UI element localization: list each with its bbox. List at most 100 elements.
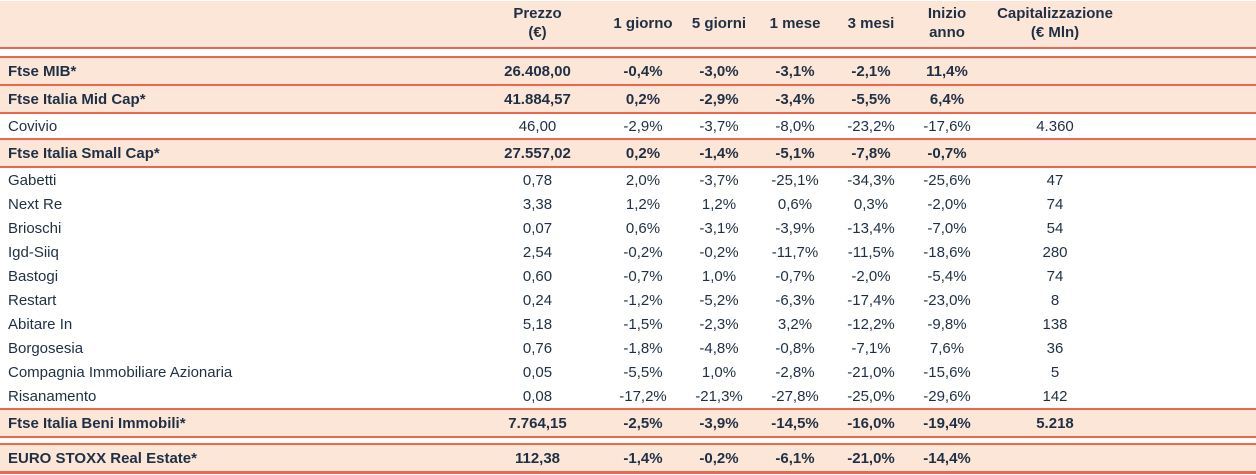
pct-1-mese-cell: -2,8% [757, 360, 833, 384]
capitalizzazione-cell: 36 [985, 336, 1125, 360]
filler-cell [1125, 408, 1256, 438]
pct-3-mesi-cell: -21,0% [833, 360, 909, 384]
header-instrument [0, 1, 470, 49]
pct-1-mese-cell: -14,5% [757, 408, 833, 438]
filler-cell [1125, 56, 1256, 86]
pct-1-giorno-cell: 0,6% [605, 216, 681, 240]
capitalizzazione-cell: 4.360 [985, 113, 1125, 139]
pct-inizio-anno-cell: -23,0% [909, 288, 985, 312]
pct-1-giorno-cell: -17,2% [605, 384, 681, 409]
prezzo-cell: 27.557,02 [470, 138, 605, 168]
instrument-name: Brioschi [0, 216, 470, 240]
instrument-name: Abitare In [0, 312, 470, 336]
pct-3-mesi-cell: -12,2% [833, 312, 909, 336]
prezzo-cell: 26.408,00 [470, 56, 605, 86]
pct-1-mese-cell: -3,1% [757, 56, 833, 86]
pct-3-mesi-cell: -23,2% [833, 113, 909, 139]
pct-inizio-anno-cell: -18,6% [909, 240, 985, 264]
pct-1-giorno-cell: 2,0% [605, 167, 681, 192]
filler-cell [1125, 113, 1256, 139]
pct-1-mese-cell: -3,4% [757, 84, 833, 114]
header-capitalizzazione: Capitalizzazione (€ Mln) [985, 1, 1125, 49]
pct-inizio-anno-cell: 6,4% [909, 84, 985, 114]
prezzo-cell: 41.884,57 [470, 84, 605, 114]
filler-cell [1125, 240, 1256, 264]
filler-cell [1125, 443, 1256, 474]
prezzo-cell: 46,00 [470, 113, 605, 139]
pct-1-mese-cell: -27,8% [757, 384, 833, 409]
pct-inizio-anno-cell: -0,7% [909, 138, 985, 168]
prezzo-cell: 0,78 [470, 167, 605, 192]
prezzo-cell: 0,07 [470, 216, 605, 240]
capitalizzazione-cell [985, 443, 1125, 474]
pct-inizio-anno-cell: 7,6% [909, 336, 985, 360]
capitalizzazione-cell: 5.218 [985, 408, 1125, 438]
pct-5-giorni-cell: 1,0% [681, 264, 757, 288]
header-3-mesi: 3 mesi [833, 1, 909, 49]
pct-1-giorno-cell: 0,2% [605, 138, 681, 168]
pct-3-mesi-cell: -7,1% [833, 336, 909, 360]
pct-inizio-anno-cell: -25,6% [909, 167, 985, 192]
market-table-body: Ftse MIB* 26.408,00 -0,4% -3,0% -3,1% -2,1% 11… [0, 56, 1256, 474]
filler-cell [1125, 384, 1256, 409]
instrument-name: Borgosesia [0, 336, 470, 360]
divider-gap-cell [0, 437, 1256, 444]
pct-inizio-anno-cell: -7,0% [909, 216, 985, 240]
pct-5-giorni-cell: 1,0% [681, 360, 757, 384]
table-row: Covivio 46,00 -2,9% -3,7% -8,0% -23,2% -17,6% 4… [0, 113, 1256, 139]
instrument-name: Covivio [0, 113, 470, 139]
pct-inizio-anno-cell: -9,8% [909, 312, 985, 336]
pct-inizio-anno-cell: -2,0% [909, 192, 985, 216]
instrument-name: EURO STOXX Real Estate* [0, 443, 470, 474]
filler-cell [1125, 264, 1256, 288]
table-row: EURO STOXX Real Estate* 112,38 -1,4% -0,2% -… [0, 443, 1256, 474]
pct-5-giorni-cell: -21,3% [681, 384, 757, 409]
pct-5-giorni-cell: -0,2% [681, 240, 757, 264]
header-5-giorni: 5 giorni [681, 1, 757, 49]
prezzo-cell: 0,05 [470, 360, 605, 384]
filler-cell [1125, 84, 1256, 114]
pct-1-mese-cell: -0,8% [757, 336, 833, 360]
pct-inizio-anno-cell: -19,4% [909, 408, 985, 438]
table-row: Gabetti 0,78 2,0% -3,7% -25,1% -34,3% -25,6% 47 [0, 167, 1256, 192]
capitalizzazione-cell: 142 [985, 384, 1125, 409]
capitalizzazione-cell: 47 [985, 167, 1125, 192]
pct-1-giorno-cell: 0,2% [605, 84, 681, 114]
pct-3-mesi-cell: -21,0% [833, 443, 909, 474]
pct-5-giorni-cell: -3,0% [681, 56, 757, 86]
pct-1-giorno-cell: -0,2% [605, 240, 681, 264]
header-label: Capitalizzazione [997, 5, 1113, 23]
pct-3-mesi-cell: -5,5% [833, 84, 909, 114]
pct-1-mese-cell: -8,0% [757, 113, 833, 139]
pct-5-giorni-cell: -4,8% [681, 336, 757, 360]
pct-1-mese-cell: -25,1% [757, 167, 833, 192]
pct-1-giorno-cell: -1,8% [605, 336, 681, 360]
filler-cell [1125, 360, 1256, 384]
pct-3-mesi-cell: 0,3% [833, 192, 909, 216]
pct-1-mese-cell: -6,1% [757, 443, 833, 474]
pct-3-mesi-cell: -16,0% [833, 408, 909, 438]
pct-3-mesi-cell: -11,5% [833, 240, 909, 264]
instrument-name: Restart [0, 288, 470, 312]
pct-1-giorno-cell: -0,7% [605, 264, 681, 288]
pct-5-giorni-cell: -5,2% [681, 288, 757, 312]
pct-inizio-anno-cell: -17,6% [909, 113, 985, 139]
instrument-name: Ftse Italia Small Cap* [0, 138, 470, 168]
header-prezzo: Prezzo (€) [470, 1, 605, 49]
pct-1-giorno-cell: -2,5% [605, 408, 681, 438]
pct-1-giorno-cell: 1,2% [605, 192, 681, 216]
pct-1-mese-cell: -0,7% [757, 264, 833, 288]
table-header: Prezzo (€) 1 giorno 5 giorni 1 mese 3 me… [0, 1, 1256, 57]
prezzo-cell: 2,54 [470, 240, 605, 264]
pct-1-giorno-cell: -0,4% [605, 56, 681, 86]
prezzo-cell: 7.764,15 [470, 408, 605, 438]
prezzo-cell: 0,24 [470, 288, 605, 312]
header-sublabel: (€) [528, 24, 547, 41]
table-row: Risanamento 0,08 -17,2% -21,3% -27,8% -25,0% -… [0, 384, 1256, 409]
pct-5-giorni-cell: -3,7% [681, 113, 757, 139]
table-row: Borgosesia 0,76 -1,8% -4,8% -0,8% -7,1% 7,6% 36 [0, 336, 1256, 360]
capitalizzazione-cell: 54 [985, 216, 1125, 240]
capitalizzazione-cell [985, 84, 1125, 114]
table-row: Abitare In 5,18 -1,5% -2,3% 3,2% -12,2% -9,8% 1… [0, 312, 1256, 336]
